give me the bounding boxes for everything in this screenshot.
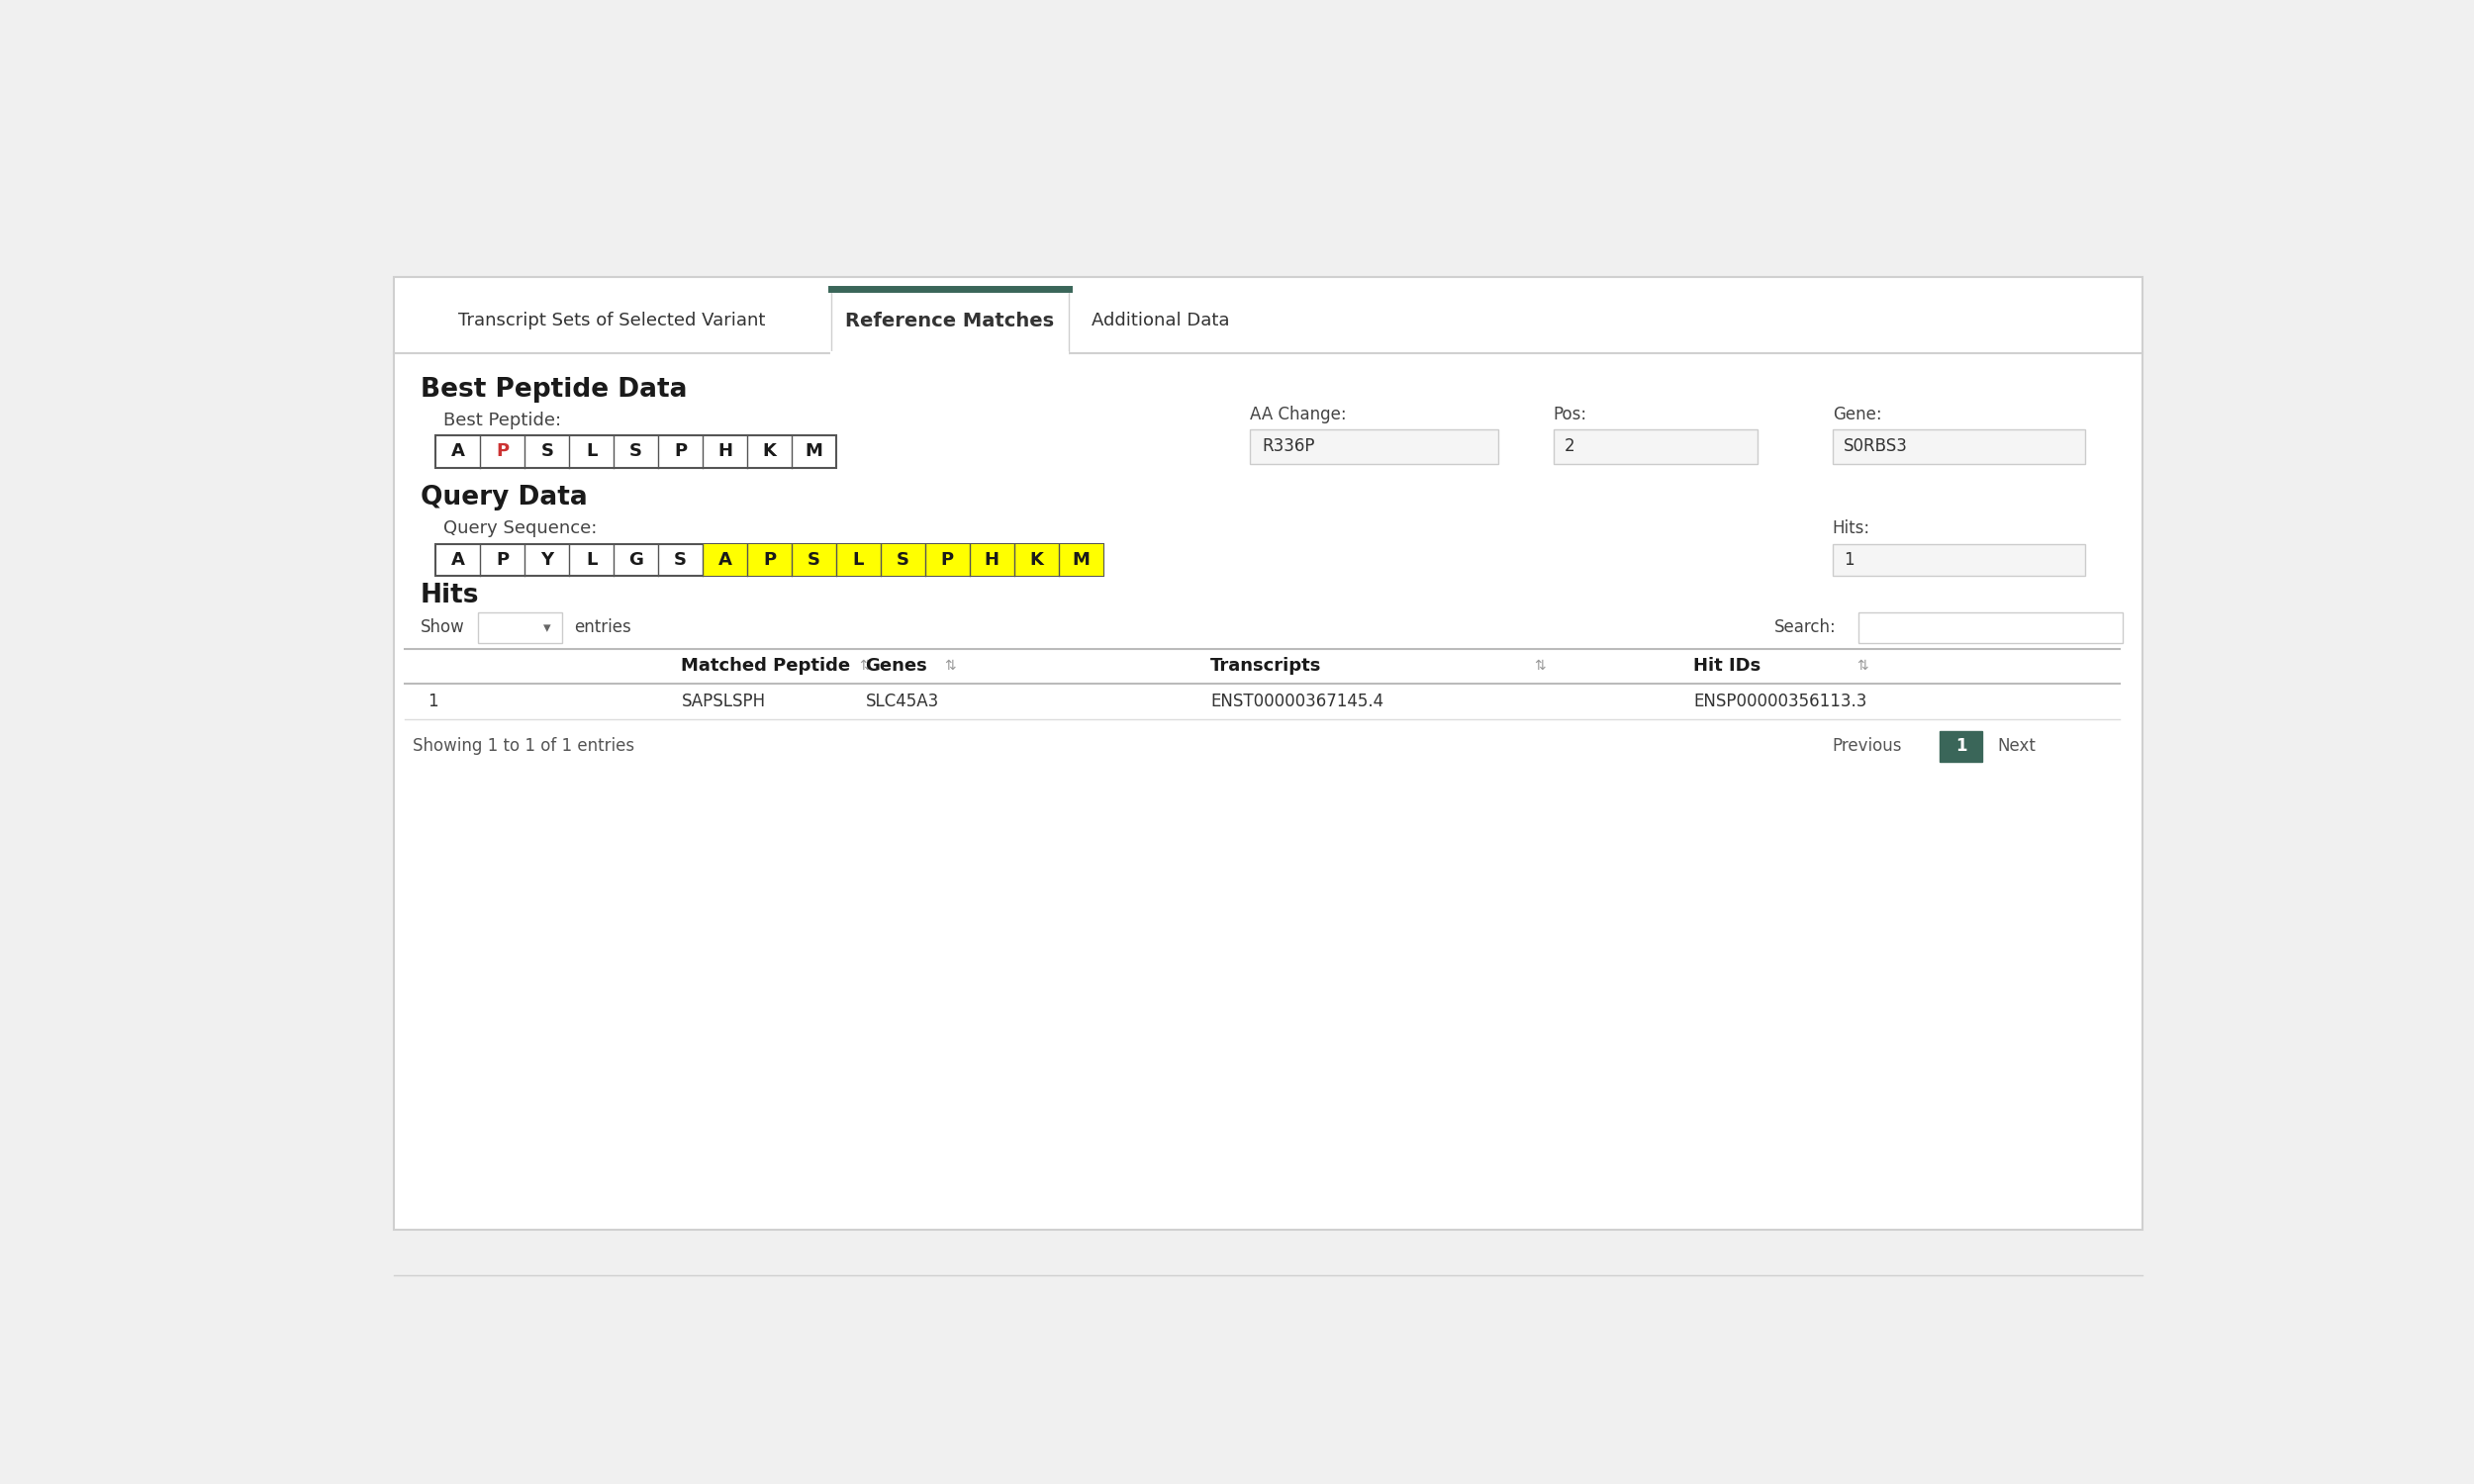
Text: Pos:: Pos: xyxy=(1554,405,1586,423)
Text: Next: Next xyxy=(1997,738,2036,755)
Text: Previous: Previous xyxy=(1833,738,1903,755)
Bar xyxy=(435,436,836,467)
Text: Y: Y xyxy=(539,551,554,568)
Text: Additional Data: Additional Data xyxy=(1091,312,1230,329)
Bar xyxy=(435,543,1103,576)
Bar xyxy=(1554,429,1759,463)
Bar xyxy=(1249,429,1499,463)
Text: S0RBS3: S0RBS3 xyxy=(1843,438,1907,456)
Text: entries: entries xyxy=(574,619,631,637)
Text: L: L xyxy=(586,442,596,460)
Text: H: H xyxy=(985,551,999,568)
Bar xyxy=(831,288,1069,353)
Text: Show: Show xyxy=(421,619,465,637)
Text: Transcript Sets of Selected Variant: Transcript Sets of Selected Variant xyxy=(458,312,767,329)
Text: Genes: Genes xyxy=(866,657,928,675)
Text: Reference Matches: Reference Matches xyxy=(846,312,1054,331)
Text: ▾: ▾ xyxy=(544,620,552,635)
Text: M: M xyxy=(1071,551,1089,568)
Text: P: P xyxy=(673,442,688,460)
Bar xyxy=(1014,543,1059,576)
Text: S: S xyxy=(807,551,821,568)
Text: Hit IDs: Hit IDs xyxy=(1695,657,1761,675)
Text: 1: 1 xyxy=(1843,551,1856,568)
Bar xyxy=(703,543,747,576)
Text: K: K xyxy=(1029,551,1044,568)
Text: Best Peptide:: Best Peptide: xyxy=(443,411,562,429)
Bar xyxy=(881,543,925,576)
Text: H: H xyxy=(717,442,732,460)
Text: SLC45A3: SLC45A3 xyxy=(866,693,938,711)
Text: ENST00000367145.4: ENST00000367145.4 xyxy=(1210,693,1383,711)
Bar xyxy=(792,543,836,576)
Text: K: K xyxy=(762,442,777,460)
Text: A: A xyxy=(717,551,732,568)
Text: ⇅: ⇅ xyxy=(945,659,955,672)
Text: G: G xyxy=(628,551,643,568)
Text: Gene:: Gene: xyxy=(1833,405,1883,423)
Bar xyxy=(925,543,970,576)
Bar xyxy=(747,543,792,576)
Text: L: L xyxy=(586,551,596,568)
Text: ⇅: ⇅ xyxy=(1856,659,1868,672)
Bar xyxy=(1059,543,1103,576)
Bar xyxy=(836,543,881,576)
Text: 1: 1 xyxy=(1954,738,1967,755)
Text: S: S xyxy=(673,551,688,568)
Text: P: P xyxy=(940,551,955,568)
Text: ⇅: ⇅ xyxy=(858,659,871,672)
Text: L: L xyxy=(854,551,863,568)
Text: Matched Peptide: Matched Peptide xyxy=(680,657,851,675)
Text: Hits:: Hits: xyxy=(1833,519,1870,537)
Text: S: S xyxy=(896,551,910,568)
Text: 1: 1 xyxy=(428,693,438,711)
Text: SAPSLSPH: SAPSLSPH xyxy=(680,693,764,711)
Text: Hits: Hits xyxy=(421,583,480,608)
Text: P: P xyxy=(495,551,510,568)
Bar xyxy=(1833,543,2086,576)
Text: Query Data: Query Data xyxy=(421,485,586,510)
Text: A: A xyxy=(450,551,465,568)
Text: S: S xyxy=(539,442,554,460)
Text: A: A xyxy=(450,442,465,460)
Text: Transcripts: Transcripts xyxy=(1210,657,1321,675)
Bar xyxy=(1940,732,1982,761)
Text: P: P xyxy=(495,442,510,460)
Bar xyxy=(393,278,2142,1229)
Text: S: S xyxy=(628,442,643,460)
Bar xyxy=(477,613,562,643)
Text: Search:: Search: xyxy=(1774,619,1836,637)
Text: AA Change:: AA Change: xyxy=(1249,405,1346,423)
Text: R336P: R336P xyxy=(1262,438,1314,456)
Text: ENSP00000356113.3: ENSP00000356113.3 xyxy=(1695,693,1868,711)
Text: M: M xyxy=(804,442,824,460)
Text: Query Sequence:: Query Sequence: xyxy=(443,519,596,537)
Text: Showing 1 to 1 of 1 entries: Showing 1 to 1 of 1 entries xyxy=(413,738,633,755)
Text: P: P xyxy=(762,551,777,568)
Bar xyxy=(1858,613,2123,643)
Bar xyxy=(970,543,1014,576)
Text: 2: 2 xyxy=(1564,438,1576,456)
Bar xyxy=(1833,429,2086,463)
Text: Best Peptide Data: Best Peptide Data xyxy=(421,377,688,402)
Text: ⇅: ⇅ xyxy=(1534,659,1546,672)
